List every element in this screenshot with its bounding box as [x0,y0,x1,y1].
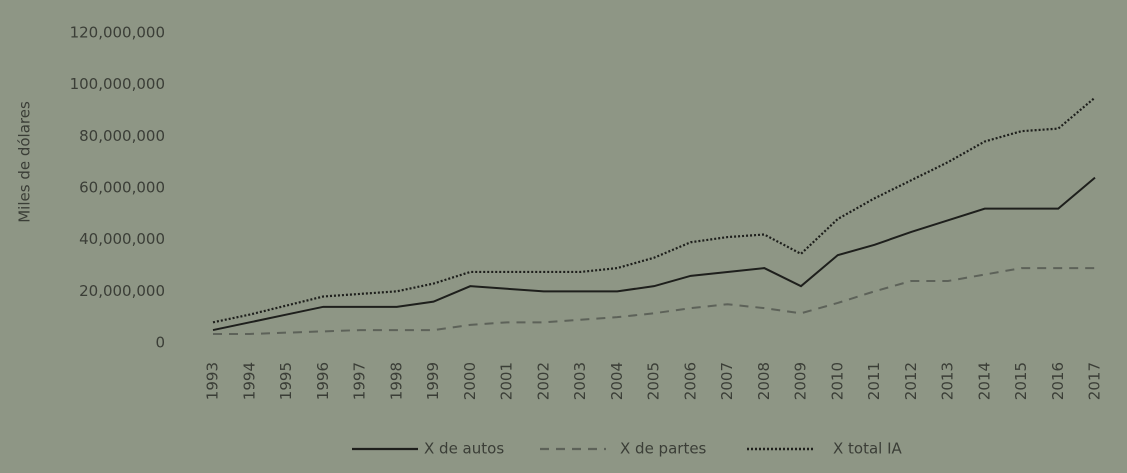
x-tick-label: 1997 [351,362,369,400]
x-tick-label: 1993 [204,362,222,400]
y-tick-label: 40,000,000 [79,230,165,248]
x-tick-label: 2012 [902,362,920,400]
x-tick-label: 2001 [498,362,516,400]
x-tick-label: 2013 [939,362,957,400]
legend-label: X total IA [833,440,903,458]
x-tick-label: 1999 [424,362,442,400]
x-tick-label: 1998 [387,362,405,400]
legend-label: X de partes [620,440,707,458]
x-tick-label: 2017 [1086,362,1104,400]
x-tick-label: 2003 [571,362,589,400]
legend-label: X de autos [424,440,504,458]
y-tick-label: 60,000,000 [79,179,165,197]
x-tick-label: 2007 [718,362,736,400]
series-line [212,96,1096,324]
x-tick-label: 2009 [792,362,810,400]
x-tick-label: 2011 [865,362,883,400]
x-tick-label: 1996 [314,362,332,400]
x-tick-label: 1994 [240,362,258,400]
series-line [213,267,1095,335]
x-tick-label: 2006 [681,362,699,400]
x-tick-label: 2002 [534,362,552,400]
series-line [212,176,1096,332]
y-axis-title: Miles de dólares [16,101,34,223]
x-tick-label: 2016 [1049,362,1067,400]
y-tick-label: 100,000,000 [70,75,165,93]
y-tick-label: 20,000,000 [79,282,165,300]
y-tick-label: 80,000,000 [79,127,165,145]
x-tick-label: 2004 [608,362,626,400]
x-tick-label: 1995 [277,362,295,400]
x-tick-label: 2010 [828,362,846,400]
y-tick-label: 120,000,000 [70,24,165,42]
x-tick-label: 2008 [755,362,773,400]
x-tick-label: 2000 [461,362,479,400]
x-tick-label: 2014 [975,362,993,400]
x-tick-label: 2015 [1012,362,1030,400]
y-tick-label: 0 [155,334,165,352]
x-tick-label: 2005 [645,362,663,400]
